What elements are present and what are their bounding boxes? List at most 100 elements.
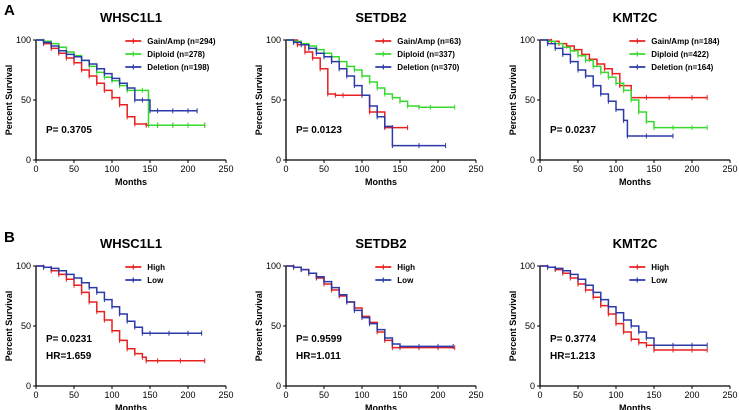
legend-label: Diploid (n=337) [397,50,455,59]
y-axis-label: Percent Survival [254,291,264,362]
x-tick-label: 250 [218,390,233,400]
chart-title: SETDB2 [355,10,406,25]
x-tick-label: 50 [69,164,79,174]
x-tick-label: 200 [684,164,699,174]
x-tick-label: 0 [33,390,38,400]
chart-2-kmt2c: KMT2C 0 50 100 150 200 250 0 50 100 Months Percent … [508,10,738,187]
y-tick-label: 0 [26,155,31,165]
x-tick-label: 50 [69,390,79,400]
x-axis-label: Months [365,177,397,187]
y-tick-label: 100 [266,261,281,271]
legend-label: Diploid (n=422) [651,50,709,59]
x-axis-label: Months [365,403,397,410]
survival-curve [286,39,446,147]
legend-label: Gain/Amp (n=63) [397,37,461,46]
p-value-text: P= 0.0237 [550,125,596,136]
legend-item-diploid: Diploid (n=278) [125,50,205,59]
chart-3-whsc1l1: WHSC1L1 0 50 100 150 200 250 0 50 100 Months Percen… [4,236,234,410]
chart-title: KMT2C [613,10,658,25]
y-tick-label: 100 [16,261,31,271]
x-axis-label: Months [115,177,147,187]
chart-4-setdb2: SETDB2 0 50 100 150 200 250 0 50 100 Months Percent… [254,236,484,410]
x-tick-label: 0 [537,164,542,174]
x-tick-label: 100 [104,390,119,400]
x-tick-label: 150 [142,390,157,400]
y-tick-label: 50 [21,321,31,331]
legend-item-diploid: Diploid (n=337) [375,50,455,59]
series-low [286,264,454,349]
x-tick-label: 150 [392,390,407,400]
y-tick-label: 100 [520,35,535,45]
series-diploid [540,38,708,131]
legend-item-deletion: Deletion (n=198) [125,63,210,72]
legend-item-gain-amp: Gain/Amp (n=184) [629,37,720,46]
panel-label-b: B [4,229,15,246]
legend-item-low: Low [375,276,414,285]
x-tick-label: 50 [573,164,583,174]
x-tick-label: 200 [180,164,195,174]
hazard-ratio-text: HR=1.659 [46,351,92,362]
p-value-text: P= 0.3774 [550,334,596,345]
x-tick-label: 0 [33,164,38,174]
x-tick-label: 0 [283,390,288,400]
series-deletion [540,39,674,139]
y-tick-label: 50 [271,95,281,105]
survival-curve [36,265,202,334]
chart-title: SETDB2 [355,236,406,251]
x-tick-label: 200 [430,390,445,400]
y-tick-label: 0 [530,155,535,165]
y-tick-label: 50 [21,95,31,105]
legend-label: Low [397,276,414,285]
x-tick-label: 50 [319,164,329,174]
hazard-ratio-text: HR=1.213 [550,351,596,362]
x-tick-label: 0 [537,390,542,400]
legend: High Low [125,263,165,285]
x-tick-label: 250 [722,390,737,400]
y-tick-label: 0 [276,155,281,165]
chart-1-setdb2: SETDB2 0 50 100 150 200 250 0 50 100 Months Percent… [254,10,484,187]
x-tick-label: 200 [430,164,445,174]
x-tick-label: 150 [142,164,157,174]
legend-item-diploid: Diploid (n=422) [629,50,709,59]
x-tick-label: 50 [319,390,329,400]
y-axis-label: Percent Survival [254,65,264,136]
legend-item-deletion: Deletion (n=370) [375,63,460,72]
y-axis-label: Percent Survival [4,65,14,136]
y-tick-label: 100 [266,35,281,45]
y-tick-label: 0 [26,381,31,391]
x-tick-label: 50 [573,390,583,400]
legend-item-gain-amp: Gain/Amp (n=294) [125,37,216,46]
legend-label: Deletion (n=164) [651,63,713,72]
x-tick-label: 100 [354,164,369,174]
x-tick-label: 0 [283,164,288,174]
chart-0-whsc1l1: WHSC1L1 0 50 100 150 200 250 0 50 100 Months Percen… [4,10,234,187]
series-deletion [286,39,447,149]
p-value-text: P= 0.9599 [296,334,342,345]
legend-label: Low [147,276,164,285]
y-tick-label: 100 [520,261,535,271]
series-low [36,264,203,336]
y-axis-label: Percent Survival [4,291,14,362]
legend-label: Gain/Amp (n=294) [147,37,216,46]
legend-label: Gain/Amp (n=184) [651,37,720,46]
y-tick-label: 100 [16,35,31,45]
x-tick-label: 200 [684,390,699,400]
legend-item-high: High [629,263,669,272]
legend-label: High [397,263,415,272]
x-tick-label: 250 [218,164,233,174]
legend: Gain/Amp (n=63) Diploid (n=337) Deletion (… [375,37,461,72]
legend-label: Low [651,276,668,285]
chart-title: KMT2C [613,236,658,251]
legend-label: High [651,263,669,272]
x-tick-label: 200 [180,390,195,400]
p-value-text: P= 0.3705 [46,125,92,136]
legend: Gain/Amp (n=184) Diploid (n=422) Deletion … [629,37,720,72]
y-tick-label: 0 [530,381,535,391]
legend-item-deletion: Deletion (n=164) [629,63,714,72]
chart-title: WHSC1L1 [100,10,162,25]
x-tick-label: 150 [646,390,661,400]
p-value-text: P= 0.0123 [296,125,342,136]
chart-5-kmt2c: KMT2C 0 50 100 150 200 250 0 50 100 Months Percent … [508,236,738,410]
x-axis-label: Months [115,403,147,410]
